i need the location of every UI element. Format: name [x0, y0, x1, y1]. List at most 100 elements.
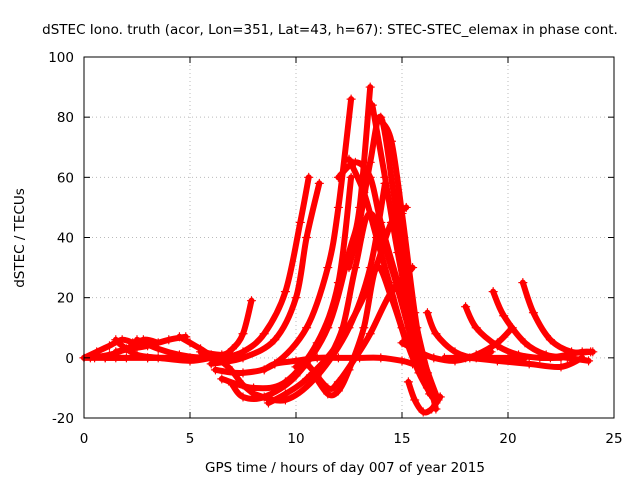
data-point-marker: [210, 365, 221, 375]
y-tick-label: 60: [57, 170, 74, 186]
data-point-marker: [410, 395, 420, 405]
data-point-marker: [259, 329, 269, 339]
data-point-marker: [291, 293, 301, 303]
y-tick-label: 40: [57, 231, 74, 247]
series-track: [197, 297, 255, 358]
data-point-marker: [153, 344, 163, 354]
data-point-marker: [365, 172, 375, 182]
data-point-marker: [295, 217, 305, 228]
data-point-marker: [376, 217, 386, 228]
series-31: [488, 287, 594, 366]
data-point-marker: [308, 368, 318, 378]
data-point-marker: [492, 341, 502, 351]
x-tick-label: 15: [393, 431, 410, 447]
series-33: [465, 353, 587, 372]
data-point-marker: [238, 392, 248, 402]
data-point-marker: [117, 341, 127, 351]
data-point-marker: [429, 353, 439, 363]
data-point-marker: [132, 335, 142, 345]
data-point-marker: [422, 308, 433, 318]
series-8: [196, 296, 257, 360]
data-point-marker: [263, 398, 274, 408]
data-point-marker: [588, 347, 598, 357]
data-point-marker: [227, 344, 237, 354]
x-tick-label: 25: [605, 431, 622, 447]
data-point-marker: [583, 356, 594, 366]
data-point-marker: [344, 262, 354, 273]
data-point-marker: [384, 278, 394, 288]
data-point-marker: [461, 302, 471, 312]
data-point-marker: [346, 94, 356, 104]
data-point-marker: [291, 362, 301, 372]
data-point-marker: [333, 386, 343, 396]
data-point-marker: [465, 353, 475, 363]
series-track: [218, 174, 312, 361]
data-point-marker: [562, 350, 572, 360]
data-point-marker: [514, 350, 524, 360]
series-9: [217, 172, 314, 363]
data-point-marker: [488, 287, 498, 297]
data-point-marker: [393, 247, 403, 258]
data-point-marker: [174, 332, 184, 342]
x-tick-label: 10: [287, 431, 304, 447]
data-point-marker: [302, 374, 312, 384]
y-tick-label: 0: [65, 351, 74, 367]
data-point-marker: [380, 172, 390, 182]
data-point-marker: [435, 392, 445, 402]
x-tick-label: 0: [80, 431, 89, 447]
data-point-marker: [344, 365, 354, 375]
data-point-marker: [492, 356, 502, 366]
data-point-marker: [323, 389, 333, 399]
series-track: [519, 279, 594, 356]
y-tick-label: -20: [52, 411, 74, 427]
series-34: [545, 347, 598, 363]
data-point-marker: [302, 323, 312, 333]
data-point-marker: [323, 356, 333, 366]
data-point-marker: [100, 353, 110, 363]
data-point-marker: [471, 323, 481, 333]
data-point-marker: [270, 335, 280, 345]
data-point-marker: [412, 323, 422, 333]
series-track: [208, 180, 323, 367]
x-tick-label: 20: [499, 431, 516, 447]
data-point-marker: [206, 353, 216, 363]
data-point-marker: [280, 389, 290, 399]
data-point-marker: [246, 296, 257, 306]
data-point-marker: [365, 157, 375, 167]
data-point-marker: [346, 172, 356, 182]
data-point-marker: [365, 82, 375, 92]
data-point-marker: [238, 329, 248, 339]
series-11: [210, 94, 356, 378]
x-tick-label: 5: [186, 431, 195, 447]
data-point-marker: [227, 380, 237, 390]
data-point-marker: [111, 347, 121, 357]
data-point-marker: [359, 187, 369, 197]
data-point-marker: [577, 347, 587, 357]
data-point-marker: [312, 353, 322, 363]
data-point-marker: [302, 232, 312, 243]
data-point-marker: [132, 350, 142, 360]
data-point-marker: [185, 338, 195, 348]
data-point-marker: [104, 341, 115, 351]
y-tick-label: 80: [57, 110, 74, 126]
series-25: [393, 187, 441, 414]
data-point-marker: [143, 353, 153, 363]
data-point-marker: [338, 323, 348, 333]
data-point-marker: [499, 311, 509, 321]
data-point-marker: [422, 368, 433, 378]
data-point-marker: [253, 392, 263, 402]
data-point-marker: [545, 353, 555, 363]
data-point-marker: [217, 374, 227, 384]
data-point-marker: [397, 323, 407, 333]
data-point-marker: [376, 353, 386, 363]
data-point-marker: [418, 407, 428, 417]
series-group: [79, 82, 598, 417]
data-point-marker: [556, 362, 566, 372]
data-point-marker: [486, 347, 496, 357]
data-point-marker: [304, 172, 314, 182]
data-point-marker: [524, 359, 534, 369]
data-point-marker: [371, 232, 382, 243]
data-point-marker: [403, 278, 413, 288]
data-point-marker: [450, 347, 460, 357]
